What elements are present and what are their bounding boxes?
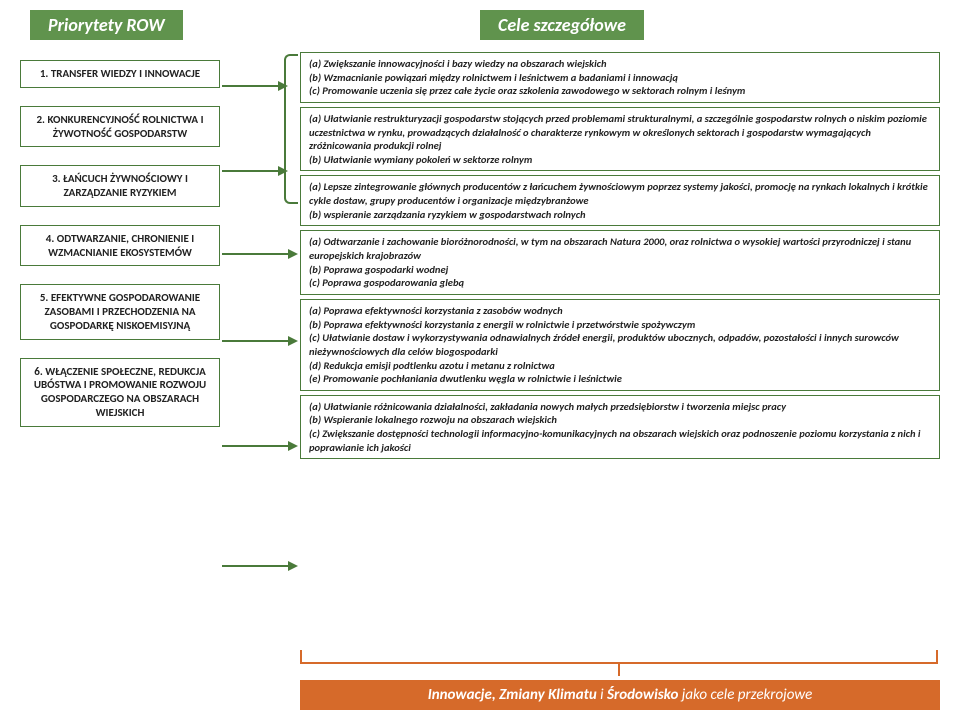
priority-4: 4. ODTWARZANIE, CHRONIENIE I WZMACNIANIE… (20, 225, 220, 267)
bracket-1-2 (284, 54, 298, 204)
header-goals: Cele szczegółowe (480, 10, 644, 40)
detail-5: (a) Poprawa efektywności korzystania z z… (300, 299, 940, 391)
footer-rest: jako cele przekrojowe (678, 686, 812, 704)
arrow-3 (222, 253, 290, 255)
detail-1: (a) Zwiększanie innowacyjności i bazy wi… (300, 52, 940, 103)
priority-1: 1. TRANSFER WIEDZY I INNOWACJE (20, 60, 220, 88)
arrow-6 (222, 565, 290, 567)
priority-5: 5. EFEKTYWNE GOSPODAROWANIE ZASOBAMI I P… (20, 284, 220, 339)
footer-bracket (300, 650, 938, 664)
detail-6: (a) Ułatwianie różnicowania działalności… (300, 395, 940, 460)
priority-6: 6. WŁĄCZENIE SPOŁECZNE, REDUKCJA UBÓSTWA… (20, 358, 220, 427)
footer-b2: Środowisko (607, 686, 678, 704)
priorities-column: 1. TRANSFER WIEDZY I INNOWACJE 2. KONKUR… (20, 60, 220, 445)
arrow-6-head (288, 561, 298, 571)
footer-mid: i (597, 686, 607, 704)
header-priorities: Priorytety ROW (30, 10, 183, 40)
arrow-3-head (288, 249, 298, 259)
details-column: (a) Zwiększanie innowacyjności i bazy wi… (300, 52, 940, 463)
footer-bracket-stem (618, 664, 620, 676)
priority-2: 2. KONKURENCYJNOŚĆ ROLNICTWA I ŻYWOTNOŚĆ… (20, 106, 220, 148)
footer-b1: Innowacje, Zmiany Klimatu (428, 686, 597, 704)
arrow-2-head (278, 166, 288, 176)
footer-crosscutting: Innowacje, Zmiany Klimatu i Środowisko j… (300, 680, 940, 710)
arrow-2 (222, 170, 280, 172)
priority-3: 3. ŁAŃCUCH ŻYWNOŚCIOWY I ZARZĄDZANIE RYZ… (20, 165, 220, 207)
detail-4: (a) Odtwarzanie i zachowanie bioróżnorod… (300, 230, 940, 295)
arrow-5-head (288, 441, 298, 451)
arrow-5 (222, 445, 290, 447)
arrow-4 (222, 340, 290, 342)
arrow-1-head (278, 81, 288, 91)
detail-3: (a) Lepsze zintegrowanie głównych produc… (300, 175, 940, 226)
arrow-1 (222, 85, 280, 87)
detail-2: (a) Ułatwianie restrukturyzacji gospodar… (300, 107, 940, 172)
arrow-4-head (288, 336, 298, 346)
